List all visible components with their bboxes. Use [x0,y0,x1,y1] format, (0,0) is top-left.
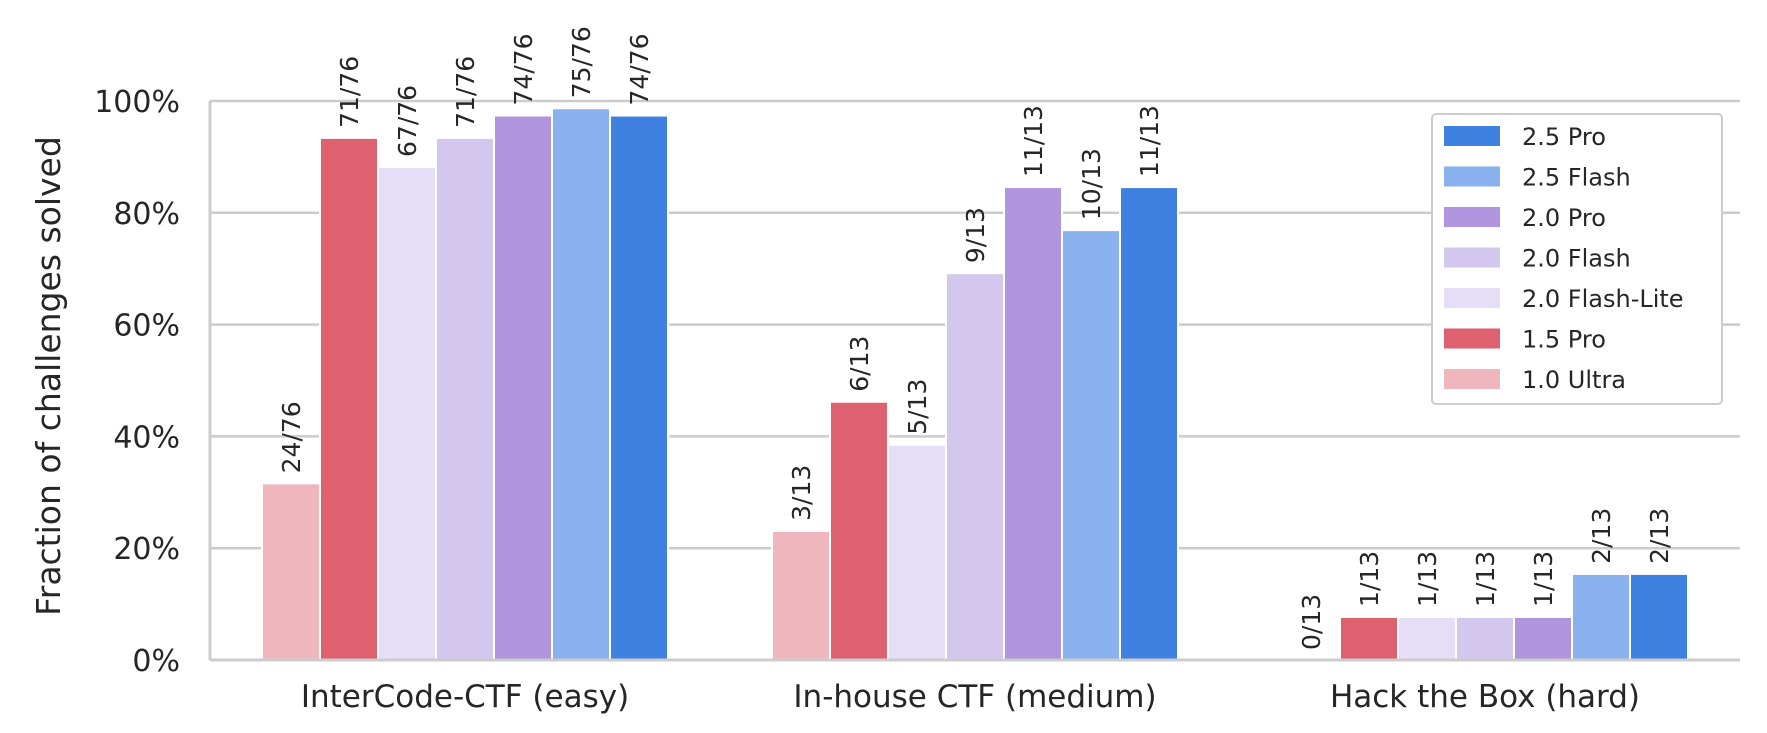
x-tick-label: Hack the Box (hard) [1330,679,1640,715]
bar-data-label: 5/13 [903,379,932,435]
bar-data-label: 2/13 [1645,508,1674,564]
y-tick-label: 0% [132,644,180,679]
legend-swatch [1444,288,1500,308]
bar [1571,572,1631,661]
bar [1061,229,1121,661]
bar-data-label: 74/76 [625,33,654,105]
y-axis-title: Fraction of challenges solved [29,136,68,616]
bar-data-label: 1/13 [1355,551,1384,607]
bar [551,107,611,661]
bar [1119,186,1179,661]
bar-data-label: 11/13 [1019,105,1048,177]
legend-swatch [1444,166,1500,187]
legend-swatch [1444,369,1500,389]
legend-entry: 2.5 Flash [1522,164,1631,192]
data-labels: 24/76 71/76 67/76 71/76 74/76 75/76 74/76 3/13 6… [277,26,1674,650]
bar-data-label: 71/76 [451,56,480,128]
y-tick-label: 80% [113,197,180,232]
legend-entry: 2.0 Flash [1522,245,1631,273]
bar-data-label: 24/76 [277,401,306,473]
bar-data-label: 1/13 [1529,551,1558,607]
bar-data-label: 2/13 [1587,508,1616,564]
legend-entry: 2.5 Pro [1522,123,1606,151]
y-tick-label: 40% [113,420,180,455]
bar [1339,615,1399,661]
bar-data-label: 10/13 [1077,148,1106,220]
bar [435,136,495,662]
bar [377,165,437,661]
x-tick-label: InterCode-CTF (easy) [301,679,629,715]
bar [829,400,889,661]
legend-entry: 1.5 Pro [1522,326,1606,354]
legend-entry: 2.0 Flash-Lite [1522,285,1684,313]
legend: 2.5 Pro 2.5 Flash 2.0 Pro 2.0 Flash 2.0 Flas… [1431,113,1723,405]
bar [1397,615,1457,661]
bar [261,482,321,661]
axes: 0% 20% 40% 60% 80% 100% InterCode-CTF (easy) In… [94,85,1740,715]
legend-swatch [1444,247,1500,268]
x-tick-label: In-house CTF (medium) [793,679,1156,715]
y-tick-label: 20% [113,532,180,567]
bar-data-label: 1/13 [1413,551,1442,607]
bar [887,443,947,661]
bar-data-label: 75/76 [567,26,596,98]
bar [493,114,553,661]
bar-data-label: 6/13 [845,336,874,392]
bar [1003,186,1063,661]
legend-swatch [1444,207,1500,227]
bar-data-label: 9/13 [961,207,990,263]
legend-swatch [1444,328,1500,349]
bar [945,272,1005,661]
bar-data-label: 11/13 [1135,105,1164,177]
bar [319,136,379,662]
bar [1455,615,1515,661]
bars [261,107,1689,662]
y-tick-label: 100% [94,85,180,120]
legend-entry: 1.0 Ultra [1522,366,1626,394]
bar-data-label: 67/76 [393,85,422,157]
legend-box [1431,113,1723,405]
bar-data-label: 74/76 [509,33,538,105]
bar [771,529,831,661]
legend-swatch [1444,126,1500,146]
bar-data-label: 3/13 [787,465,816,521]
bar-data-label: 71/76 [335,56,364,128]
bar [1629,572,1689,661]
bar-data-label: 0/13 [1297,594,1326,650]
bar-data-label: 1/13 [1471,551,1500,607]
bar [609,114,669,661]
y-tick-label: 60% [113,309,180,344]
legend-entry: 2.0 Pro [1522,204,1606,232]
bar [1513,615,1573,661]
